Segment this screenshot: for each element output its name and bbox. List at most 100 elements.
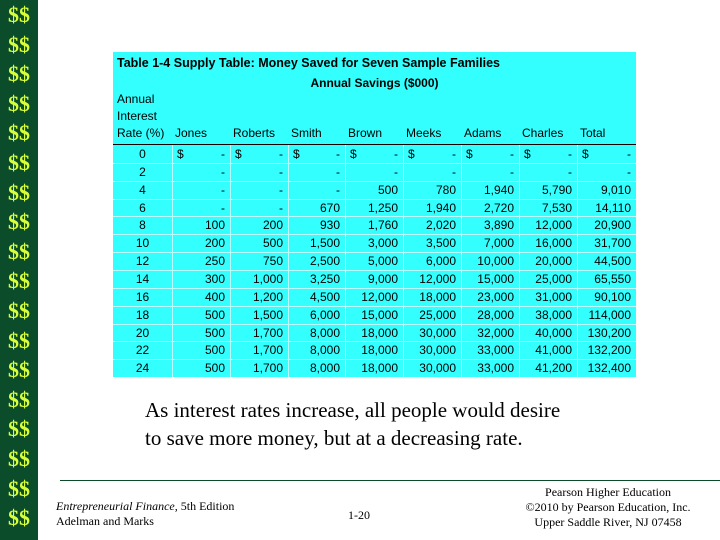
column-line — [403, 145, 404, 377]
rate-cell: 6 — [139, 200, 146, 215]
cell: - — [452, 147, 456, 161]
cell: 32,000 — [477, 325, 514, 340]
table-title: Table 1-4 Supply Table: Money Saved for … — [117, 56, 500, 70]
caption-line: to save more money, but at a decreasing … — [145, 426, 523, 450]
sidebar-symbol: $$ — [8, 505, 30, 531]
rate-cell: 0 — [139, 147, 146, 161]
sidebar-symbol: $$ — [8, 61, 30, 87]
sidebar-symbol: $$ — [8, 386, 30, 412]
cell: 100 — [204, 218, 225, 233]
sidebar-symbol: $$ — [8, 416, 30, 442]
row-line — [113, 198, 636, 200]
cell: 18,000 — [361, 343, 398, 358]
cell: 41,200 — [535, 361, 572, 376]
row-line — [113, 341, 636, 343]
column-line — [172, 145, 173, 377]
cell: 15,000 — [477, 271, 514, 286]
cell: 130,200 — [587, 325, 631, 340]
cell: 1,700 — [252, 325, 283, 340]
row-line — [113, 269, 636, 271]
cell: 1,000 — [252, 271, 283, 286]
cell: 1,200 — [252, 289, 283, 304]
cell: 8,000 — [309, 361, 340, 376]
cell: 1,700 — [252, 361, 283, 376]
footer-left: Entrepreneurial Finance, 5th Edition Ade… — [56, 499, 234, 529]
cell: 41,000 — [535, 343, 572, 358]
rate-cell: 18 — [135, 307, 150, 322]
cell: 38,000 — [535, 307, 572, 322]
cell: 500 — [204, 325, 225, 340]
cell: 33,000 — [477, 361, 514, 376]
rate-header: Interest — [117, 109, 158, 123]
column-line — [577, 145, 578, 377]
cell: 2,500 — [309, 254, 340, 269]
column-line — [519, 145, 520, 377]
cell: 90,100 — [594, 289, 631, 304]
cell: 14,110 — [595, 200, 631, 215]
cell: 750 — [262, 254, 283, 269]
currency-sign: $ — [293, 147, 300, 161]
rate-cell: 8 — [139, 218, 146, 233]
cell: 1,940 — [425, 200, 456, 215]
table-subtitle: Annual Savings ($000) — [310, 76, 439, 90]
cell: 7,530 — [541, 200, 572, 215]
cell: 9,010 — [600, 182, 631, 197]
row-line — [113, 287, 636, 289]
cell: 23,000 — [477, 289, 514, 304]
sidebar-symbol: $$ — [8, 2, 30, 27]
cell: 6,000 — [425, 254, 456, 269]
cell: 15,000 — [361, 307, 398, 322]
cell: 16,000 — [535, 236, 572, 251]
row-line — [113, 252, 636, 254]
sidebar-symbol: $$ — [8, 475, 30, 501]
cell: 1,500 — [309, 236, 340, 251]
currency-sign: $ — [466, 147, 473, 161]
cell: 250 — [204, 254, 225, 269]
cell: 930 — [319, 218, 340, 233]
cell: - — [336, 164, 340, 179]
row-line — [113, 323, 636, 325]
cell: 1,500 — [252, 307, 283, 322]
cell: 12,000 — [419, 271, 456, 286]
cell: 18,000 — [361, 361, 398, 376]
cell: 200 — [262, 218, 283, 233]
cell: - — [279, 147, 283, 161]
column-line — [345, 145, 346, 377]
sidebar-symbol: $$ — [8, 31, 30, 57]
cell: 8,000 — [309, 325, 340, 340]
cell: 30,000 — [419, 325, 456, 340]
column-header: Jones — [175, 126, 208, 140]
cell: - — [627, 147, 631, 161]
cell: - — [221, 147, 225, 161]
rate-cell: 10 — [135, 236, 150, 251]
column-line — [230, 145, 231, 377]
cell: 18,000 — [361, 325, 398, 340]
row-line — [113, 305, 636, 307]
cell: 5,790 — [541, 182, 572, 197]
cell: - — [221, 164, 225, 179]
cell: 500 — [377, 182, 398, 197]
footer-rule — [60, 480, 720, 481]
cell: - — [336, 182, 340, 197]
cell: 25,000 — [535, 271, 572, 286]
book-title: Entrepreneurial Finance, — [56, 499, 178, 513]
cell: - — [279, 164, 283, 179]
cell: 30,000 — [419, 343, 456, 358]
cell: 200 — [204, 236, 225, 251]
sidebar-symbol: $$ — [8, 149, 30, 175]
cell: 9,000 — [367, 271, 398, 286]
cell: - — [279, 200, 283, 215]
rate-header: Rate (%) — [117, 126, 165, 140]
row-line — [113, 234, 636, 236]
cell: 500 — [204, 307, 225, 322]
cell: 12,000 — [535, 218, 572, 233]
cell: 500 — [204, 343, 225, 358]
cell: 25,000 — [419, 307, 456, 322]
column-header: Smith — [291, 126, 322, 140]
cell: 1,250 — [367, 200, 398, 215]
cell: 31,000 — [535, 289, 572, 304]
cell: - — [452, 164, 456, 179]
cell: - — [221, 200, 225, 215]
cell: - — [279, 182, 283, 197]
